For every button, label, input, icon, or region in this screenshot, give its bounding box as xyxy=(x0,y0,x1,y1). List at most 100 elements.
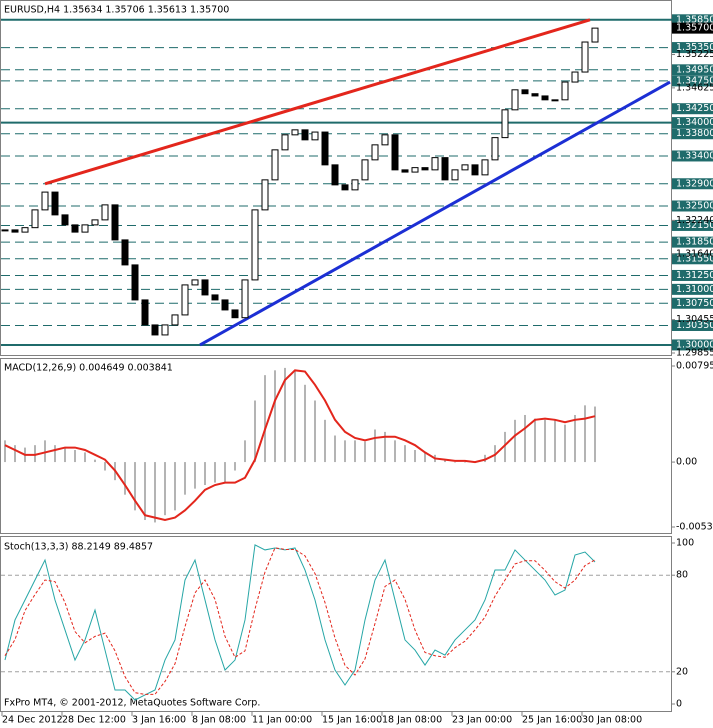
macd-bar xyxy=(414,450,416,463)
macd-bar xyxy=(284,367,286,463)
y-tick-label: 1.34625 xyxy=(676,82,713,93)
level-box xyxy=(672,219,713,231)
candle xyxy=(401,169,409,173)
candle xyxy=(131,264,139,301)
level-label: 1.30750 xyxy=(676,298,713,309)
level-box xyxy=(672,319,713,331)
level-label: 1.34750 xyxy=(676,75,713,86)
candle xyxy=(61,214,69,226)
footer: FxPro MT4, © 2001-2012, MetaQuotes Softw… xyxy=(4,698,260,709)
level-label: 1.32150 xyxy=(676,220,713,231)
macd-bar xyxy=(314,400,316,463)
candle xyxy=(471,164,479,176)
macd-bar xyxy=(384,431,386,463)
candle xyxy=(271,149,279,181)
candle xyxy=(251,209,259,281)
macd-bar xyxy=(124,462,126,495)
macd-bar xyxy=(54,445,56,463)
macd-title: MACD(12,26,9) 0.004649 0.003841 xyxy=(4,363,173,374)
macd-bar xyxy=(344,440,346,463)
macd-bar xyxy=(584,405,586,463)
macd-bar xyxy=(334,435,336,463)
macd-bar xyxy=(244,440,246,463)
macd-bar xyxy=(204,462,206,486)
macd-bar xyxy=(374,429,376,463)
y-tick-label: 20 xyxy=(676,666,688,677)
x-tick-label: 28 Dec 12:00 xyxy=(62,715,126,726)
macd-bar xyxy=(234,462,236,471)
level-box xyxy=(672,64,713,76)
candle xyxy=(71,224,79,233)
candle xyxy=(91,219,99,226)
macd-bar xyxy=(184,462,186,495)
macd-bar xyxy=(104,462,106,471)
candle xyxy=(121,239,129,266)
candle xyxy=(321,131,329,166)
stoch-line xyxy=(4,547,596,695)
level-box xyxy=(672,128,713,140)
level-label: 1.35850 xyxy=(676,14,713,25)
candle xyxy=(591,27,599,43)
level-box xyxy=(672,269,713,281)
y-tick-label: 100 xyxy=(676,538,694,549)
price-title: EURUSD,H4 1.35634 1.35706 1.35613 1.3570… xyxy=(4,5,229,16)
candle xyxy=(41,191,49,211)
y-tick-label: 0.00 xyxy=(676,457,697,468)
level-label: 1.32900 xyxy=(676,178,713,189)
level-label: 1.31850 xyxy=(676,237,713,248)
level-box xyxy=(672,297,713,309)
candle xyxy=(501,109,509,139)
candle xyxy=(31,209,39,229)
level-label: 1.35350 xyxy=(676,42,713,53)
level-box xyxy=(672,236,713,248)
macd-pane-frame xyxy=(0,358,672,534)
macd-bar xyxy=(14,445,16,463)
macd-bar xyxy=(534,418,536,463)
x-tick-label: 24 Dec 2012 xyxy=(2,715,63,726)
macd-bar xyxy=(214,462,216,483)
candle xyxy=(541,95,549,101)
macd-bar xyxy=(164,462,166,516)
stoch-title: Stoch(13,3,3) 88.2149 89.4857 xyxy=(4,542,153,553)
level-box xyxy=(672,178,713,190)
candle xyxy=(451,169,459,181)
level-label: 1.33400 xyxy=(676,150,713,161)
candle xyxy=(211,294,219,301)
candle xyxy=(371,144,379,161)
macd-bar xyxy=(404,445,406,463)
candle xyxy=(291,129,299,136)
candle xyxy=(111,204,119,241)
trendline xyxy=(44,18,591,186)
candle xyxy=(201,279,209,296)
level-label: 1.30000 xyxy=(676,339,713,350)
x-tick-label: 11 Jan 00:00 xyxy=(252,715,312,726)
x-tick-label: 30 Jan 08:00 xyxy=(582,715,642,726)
level-label: 1.31000 xyxy=(676,284,713,295)
candle xyxy=(191,279,199,286)
level-label: 1.32500 xyxy=(676,200,713,211)
last-price-label: 1.35700 xyxy=(676,23,713,34)
level-box xyxy=(672,339,713,351)
candle xyxy=(311,131,319,141)
macd-bar xyxy=(464,462,466,463)
level-label: 1.31550 xyxy=(676,253,713,264)
level-box xyxy=(672,150,713,162)
macd-bar xyxy=(454,462,456,463)
level-box xyxy=(672,14,713,26)
macd-bar xyxy=(564,424,566,463)
candle xyxy=(241,279,249,319)
last-price-box xyxy=(672,22,713,34)
macd-bar xyxy=(4,440,6,463)
candle xyxy=(51,191,59,216)
y-tick-label: 1.32240 xyxy=(676,215,713,226)
candle xyxy=(581,41,589,73)
macd-bar xyxy=(274,370,276,463)
y-tick-label: 0.007958 xyxy=(676,361,713,372)
macd-bar xyxy=(524,414,526,463)
level-box xyxy=(672,283,713,295)
macd-bar xyxy=(304,384,306,463)
macd-bar xyxy=(554,419,556,463)
x-tick-label: 25 Jan 16:00 xyxy=(522,715,582,726)
